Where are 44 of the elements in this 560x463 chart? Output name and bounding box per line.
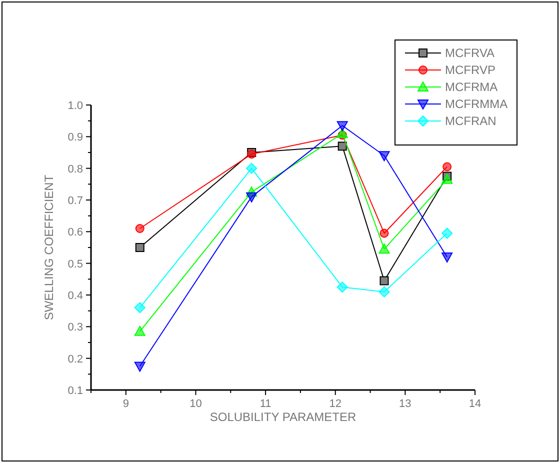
point bbox=[442, 172, 452, 181]
x-tick-label: 10 bbox=[190, 398, 202, 410]
y-tick-label: 1.0 bbox=[68, 100, 83, 112]
point bbox=[378, 151, 390, 162]
point bbox=[134, 326, 146, 336]
y-tick-label: 0.4 bbox=[68, 290, 83, 302]
y-axis-title: SWELLING COEFFICIENT bbox=[42, 174, 56, 320]
point bbox=[338, 142, 347, 151]
point bbox=[135, 243, 144, 252]
legend-label: MCFRMA bbox=[445, 80, 498, 94]
point bbox=[246, 162, 258, 174]
y-tick-label: 0.7 bbox=[68, 195, 83, 207]
x-tick-label: 14 bbox=[468, 398, 482, 410]
y-tick-label: 0.2 bbox=[68, 353, 83, 366]
legend-label: MCFRAN bbox=[445, 114, 496, 128]
point bbox=[380, 276, 389, 286]
legend-label: MCFRVP bbox=[445, 63, 496, 77]
point bbox=[442, 162, 452, 172]
point bbox=[380, 228, 389, 238]
point bbox=[442, 228, 453, 239]
legend-label: MCFRVA bbox=[445, 46, 495, 60]
point bbox=[442, 252, 453, 262]
point bbox=[378, 244, 390, 254]
point bbox=[134, 302, 146, 314]
point bbox=[246, 192, 258, 202]
legend-label: MCFRMMA bbox=[445, 97, 508, 111]
x-tick-label: 13 bbox=[399, 398, 412, 410]
x-tick-label: 9 bbox=[122, 398, 129, 410]
y-tick-label: 0.5 bbox=[68, 258, 83, 270]
x-axis-title: SOLUBILITY PARAMETER bbox=[210, 410, 356, 424]
point bbox=[378, 286, 390, 298]
point bbox=[336, 282, 348, 293]
y-tick-label: 0.3 bbox=[68, 322, 83, 334]
x-tick-label: 11 bbox=[260, 398, 272, 410]
point bbox=[135, 224, 144, 233]
y-tick-label: 0.9 bbox=[68, 132, 83, 144]
point bbox=[442, 174, 453, 184]
y-tick-label: 0.6 bbox=[68, 226, 83, 239]
point bbox=[336, 128, 348, 138]
x-tick-label: 12 bbox=[329, 398, 342, 410]
y-tick-label: 0.1 bbox=[68, 385, 83, 397]
y-tick-label: 0.8 bbox=[68, 163, 83, 176]
point bbox=[134, 362, 146, 372]
point bbox=[336, 121, 348, 132]
